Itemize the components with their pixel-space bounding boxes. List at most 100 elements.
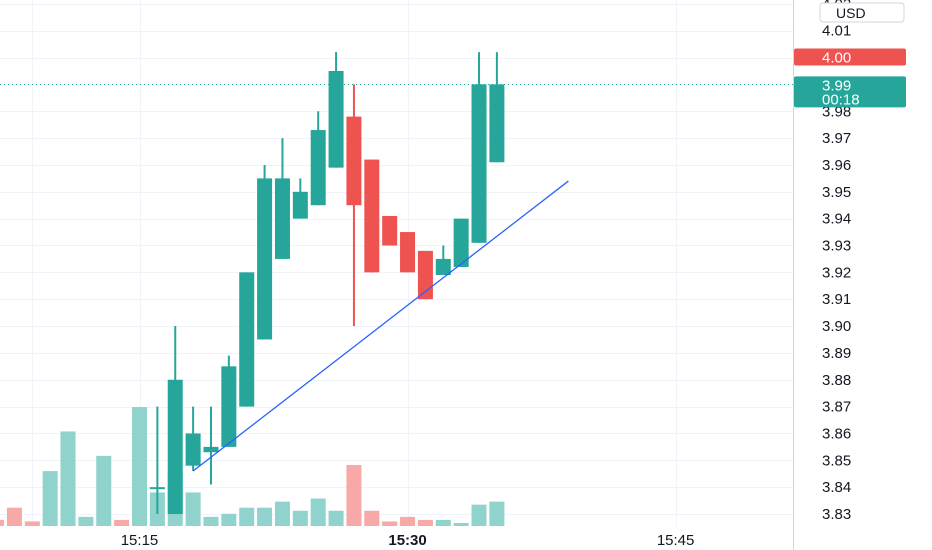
- candle-body: [471, 84, 487, 243]
- price-tick-label: 4.01: [822, 23, 851, 40]
- candle-body: [364, 159, 380, 273]
- currency-label: USD: [836, 5, 866, 21]
- trendline[interactable]: [192, 180, 569, 472]
- candle[interactable]: [471, 52, 487, 243]
- volume-layer: [0, 407, 505, 526]
- price-tick-label: 3.84: [822, 479, 851, 496]
- volume-bar: [203, 516, 219, 526]
- volume-bar: [96, 455, 112, 526]
- volume-bar: [328, 510, 344, 526]
- candle-body: [328, 70, 344, 168]
- candle[interactable]: [382, 215, 398, 246]
- candle-body: [382, 215, 398, 246]
- candle-body: [453, 218, 469, 267]
- price-tick-label: 3.97: [822, 130, 851, 147]
- candle[interactable]: [221, 355, 237, 447]
- volume-bar: [310, 498, 326, 526]
- candle[interactable]: [453, 218, 469, 267]
- candle-body: [274, 178, 290, 259]
- candle[interactable]: [292, 178, 308, 219]
- candle-body: [257, 178, 273, 340]
- candle[interactable]: [185, 406, 201, 472]
- price-tick-label: 3.86: [822, 425, 851, 442]
- candle-body: [292, 191, 308, 219]
- volume-bar: [346, 465, 362, 526]
- candle[interactable]: [274, 138, 290, 259]
- candle-body: [489, 84, 505, 163]
- time-tick-label: 15:30: [388, 532, 426, 549]
- volume-bar: [471, 504, 487, 526]
- volume-bar: [417, 519, 433, 526]
- candle-body: [149, 487, 165, 490]
- volume-bar: [60, 431, 76, 526]
- price-tick-label: 3.91: [822, 291, 851, 308]
- price-tick-label: 3.92: [822, 264, 851, 281]
- candle-body: [167, 379, 183, 514]
- volume-bar: [6, 507, 22, 526]
- last-price-badge: [794, 76, 906, 108]
- volume-bar: [78, 516, 94, 526]
- grid-layer: [0, 0, 793, 527]
- price-tick-label: 3.89: [822, 345, 851, 362]
- volume-bar: [382, 521, 398, 526]
- candle[interactable]: [310, 111, 326, 206]
- volume-bar: [292, 510, 308, 526]
- price-tick-label: 3.98: [822, 103, 851, 120]
- price-tick-label: 3.96: [822, 157, 851, 174]
- candle[interactable]: [346, 84, 362, 327]
- price-tick-label: 3.87: [822, 399, 851, 416]
- candle[interactable]: [328, 52, 344, 168]
- volume-bar: [0, 519, 5, 526]
- volume-bar: [42, 471, 58, 526]
- volume-bar: [24, 521, 40, 526]
- volume-bar: [364, 510, 380, 526]
- volume-bar: [132, 407, 147, 526]
- price-tick-label: 3.90: [822, 318, 851, 335]
- volume-bar: [257, 507, 273, 526]
- candle-body: [400, 232, 416, 273]
- candle[interactable]: [149, 406, 165, 514]
- candle[interactable]: [489, 52, 505, 163]
- volume-bar: [453, 522, 469, 526]
- candle-body: [185, 433, 201, 466]
- volume-bar: [489, 501, 505, 526]
- high-price-badge: [794, 48, 906, 66]
- time-scale-background: [0, 527, 932, 550]
- time-tick-label: 15:45: [657, 532, 695, 549]
- price-tick-label: 3.95: [822, 184, 851, 201]
- candle[interactable]: [167, 326, 183, 514]
- candle-body: [417, 250, 433, 300]
- price-tick-label: 3.85: [822, 452, 851, 469]
- candle-layer[interactable]: [149, 52, 505, 514]
- candle-body: [203, 446, 219, 453]
- currency-box[interactable]: [819, 2, 905, 23]
- bar-countdown-label: 00:18: [822, 91, 860, 108]
- candle-body: [346, 116, 362, 206]
- volume-bar: [239, 507, 255, 526]
- candle-body: [435, 258, 451, 276]
- volume-bar: [221, 513, 237, 526]
- volume-bar: [114, 519, 130, 526]
- candle[interactable]: [203, 406, 219, 485]
- high-price-label: 4.00: [822, 50, 851, 67]
- candle[interactable]: [400, 232, 416, 273]
- volume-bar: [274, 501, 290, 526]
- candle[interactable]: [239, 272, 255, 407]
- volume-bar: [400, 516, 416, 526]
- candle[interactable]: [364, 159, 380, 273]
- candle-body: [310, 130, 326, 206]
- time-tick-label: 15:15: [121, 532, 159, 549]
- price-tick-label: 3.93: [822, 238, 851, 255]
- candle[interactable]: [257, 164, 273, 340]
- candle-body: [239, 272, 255, 407]
- trendline-layer[interactable]: [192, 180, 569, 472]
- price-tick-label: 3.94: [822, 211, 851, 228]
- candle[interactable]: [435, 245, 451, 276]
- price-tick-label: 3.83: [822, 506, 851, 523]
- candle-body: [221, 366, 237, 447]
- volume-bar: [435, 519, 451, 526]
- time-scale[interactable]: 15:15 15:30 15:45: [121, 532, 695, 549]
